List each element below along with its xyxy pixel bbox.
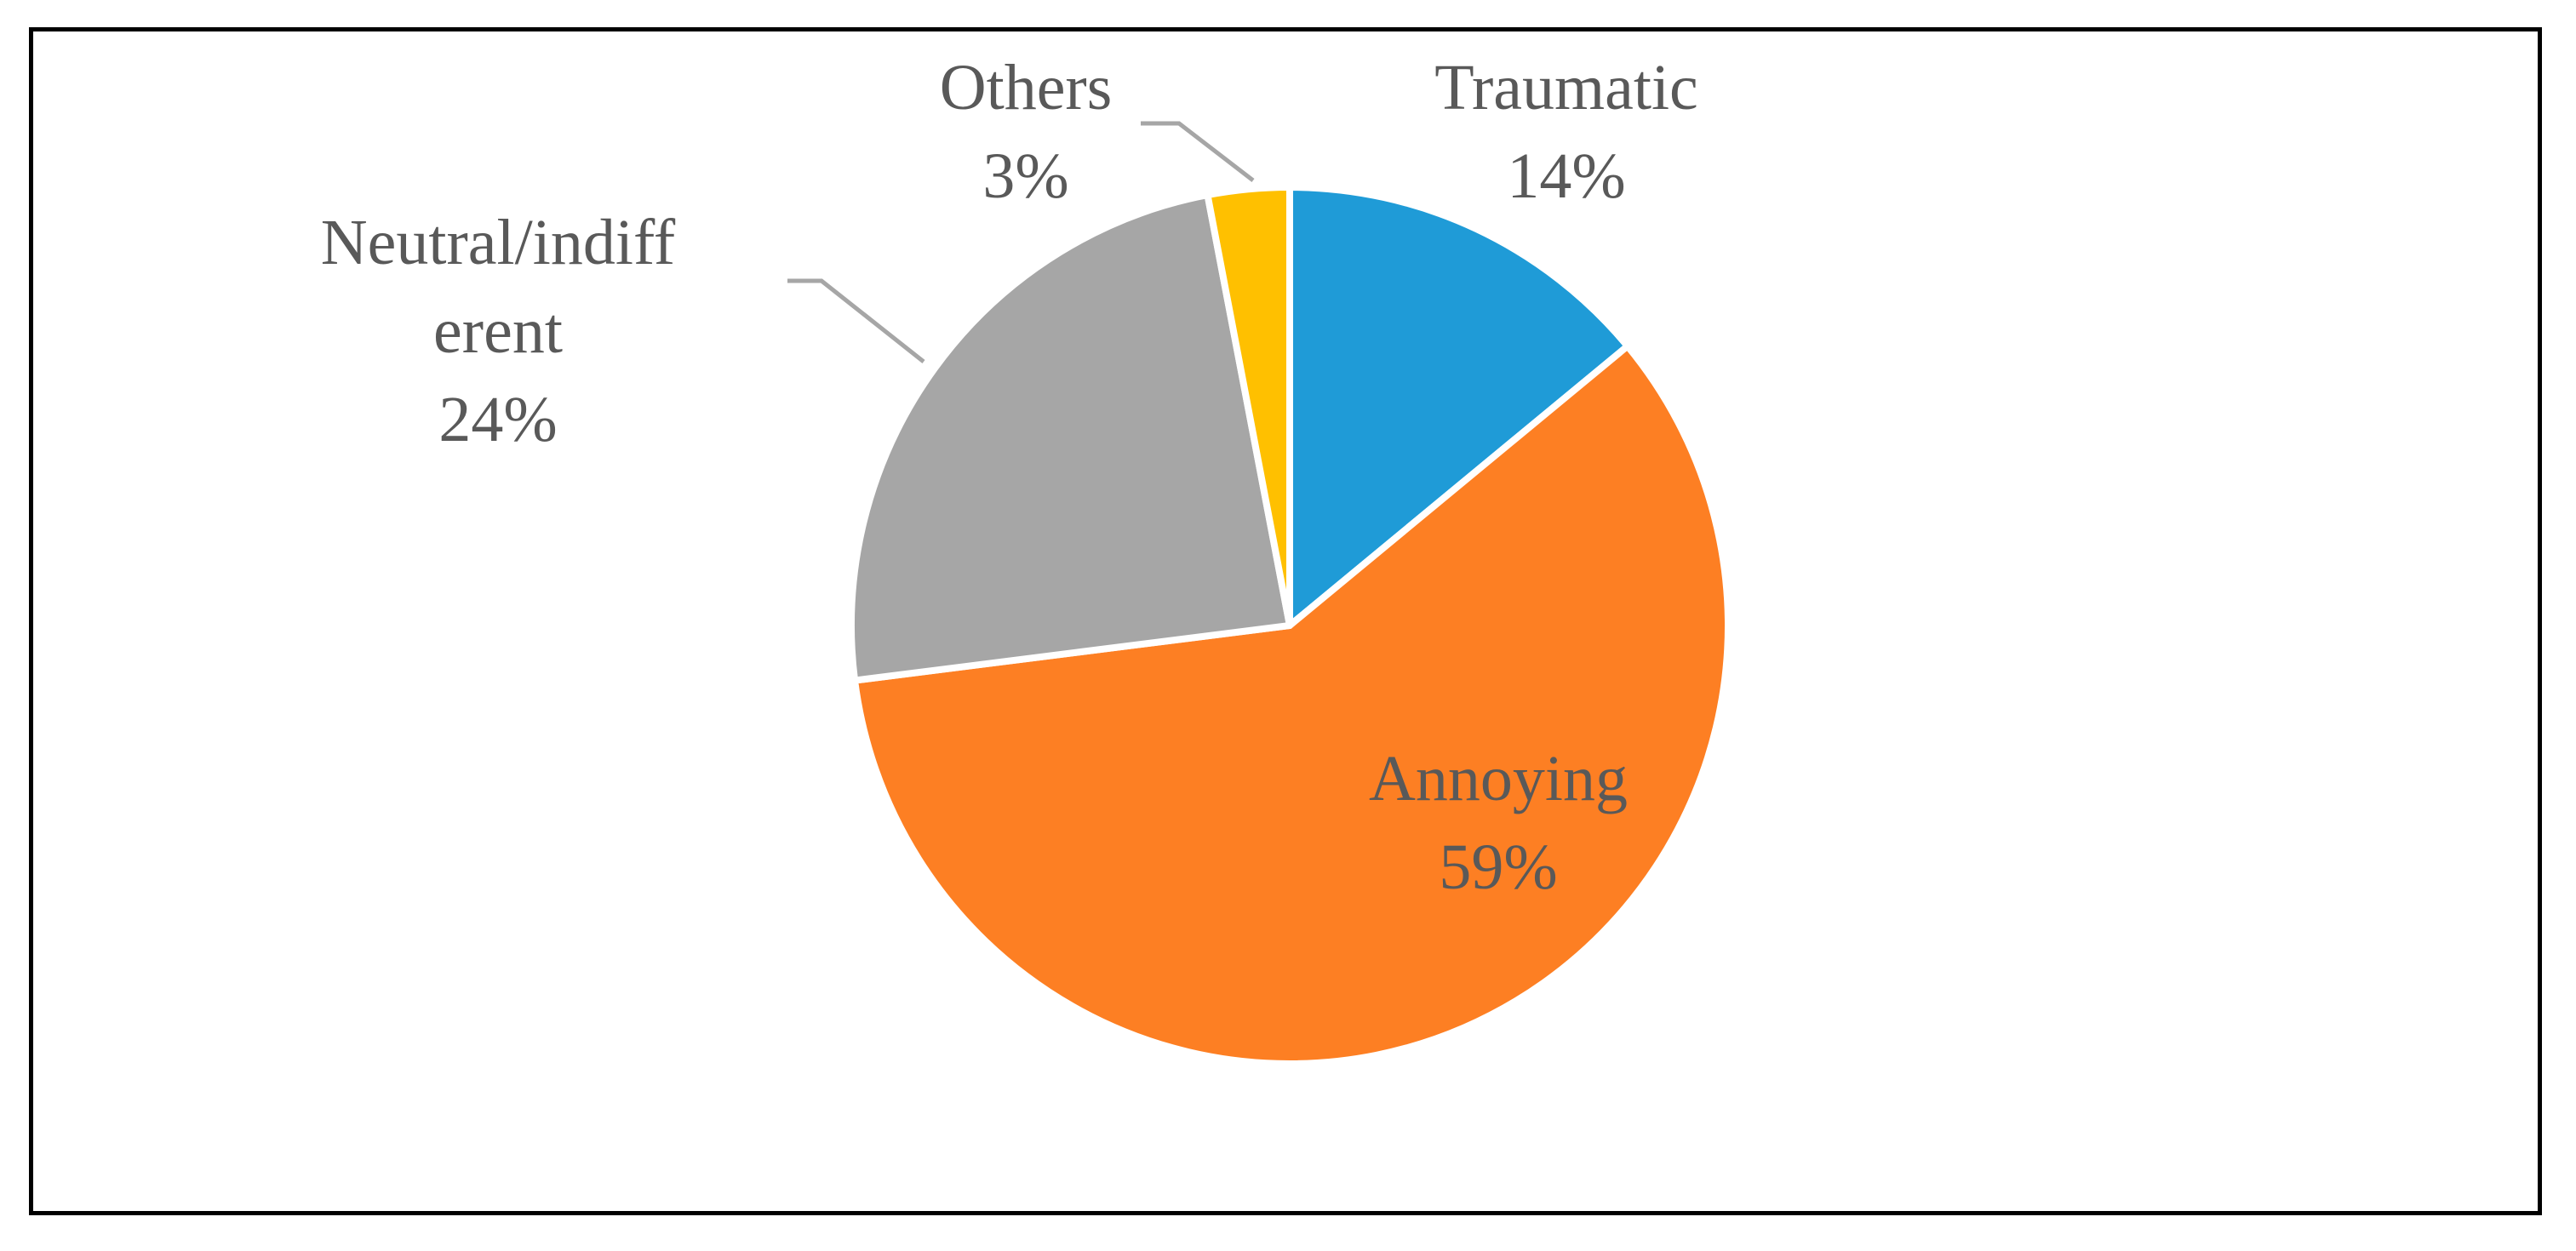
pie-slice-traumatic: [1286, 184, 1631, 629]
leader-line-neutral-indifferent: [787, 278, 925, 363]
data-labels: Traumatic 14% Annoying 59% Neutral/indiff ere…: [321, 52, 1698, 903]
data-label-category: Annoying: [1369, 743, 1628, 814]
data-label-others: Others 3%: [940, 52, 1113, 212]
data-label-annoying: Annoying 59%: [1369, 743, 1628, 903]
pie-slice-others: [1204, 184, 1293, 629]
data-label-category: erent: [433, 295, 563, 367]
data-label-neutral-indifferent: Neutral/indiff erent 24%: [321, 207, 676, 455]
data-label-traumatic: Traumatic 14%: [1434, 52, 1698, 212]
data-label-percent: 59%: [1439, 831, 1557, 903]
pie-slice-annoying: [851, 342, 1732, 1067]
data-label-percent: 3%: [982, 140, 1068, 212]
leader-lines: [787, 121, 1255, 363]
data-label-category: Neutral/indiff: [321, 207, 676, 278]
data-label-category: Traumatic: [1434, 52, 1698, 123]
data-label-percent: 24%: [438, 384, 557, 455]
data-label-percent: 14%: [1507, 140, 1625, 212]
leader-line-others: [1141, 121, 1255, 182]
pie-slices: [848, 184, 1732, 1067]
data-label-category: Others: [940, 52, 1113, 123]
pie-slice-neutral-indifferent: [848, 191, 1293, 684]
